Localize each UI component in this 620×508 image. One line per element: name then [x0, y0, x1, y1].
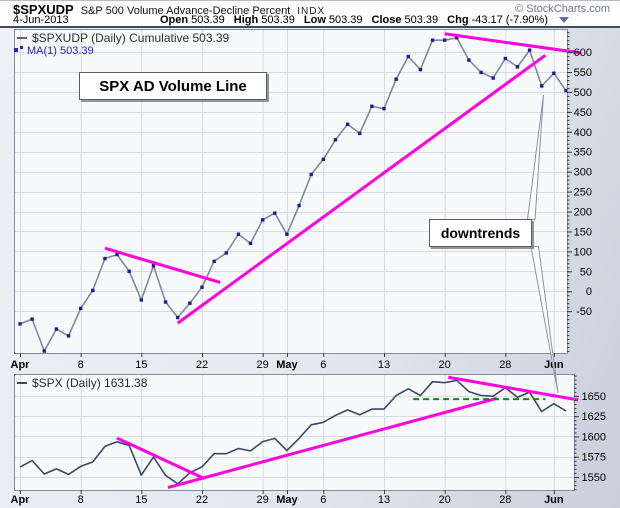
high-value: 503.39 [261, 14, 295, 26]
close-label: Close [371, 14, 402, 26]
open-label: Open [160, 14, 189, 26]
ohlc-quote: Open 503.39 High 503.39 Low 503.39 Close 503… [160, 14, 569, 26]
svg-text:400: 400 [574, 127, 592, 139]
svg-text:1550: 1550 [582, 472, 606, 484]
main-legend-text: $SPXUDP (Daily) Cumulative 503.39 [32, 31, 230, 45]
svg-text:6: 6 [320, 494, 326, 506]
close-value: 503.39 [404, 14, 439, 26]
close-quote: Close 503.39 [372, 14, 439, 26]
low-value: 503.39 [328, 14, 363, 26]
ticker-symbol: $SPXUDP [13, 2, 74, 17]
annotation-box-downtrends: downtrends [429, 219, 532, 247]
line-swatch-icon [17, 382, 27, 384]
open-value: 503.39 [191, 14, 225, 26]
bottom-axis: Apr 8 15 22 29 May 6 13 20 28 Jun [11, 490, 564, 506]
high-quote: High 503.39 [234, 14, 295, 26]
svg-text:1575: 1575 [582, 452, 606, 464]
trendlines [104, 32, 581, 325]
svg-text:Apr: Apr [11, 359, 31, 371]
svg-text:May: May [276, 359, 298, 371]
svg-text:250: 250 [574, 187, 592, 199]
trendlines [116, 375, 579, 490]
svg-text:20: 20 [439, 359, 451, 371]
svg-text:May: May [276, 494, 298, 506]
ma-swatch-icon [14, 48, 18, 52]
change-quote: Chg -43.17 (-7.90%) [447, 14, 548, 26]
open-quote: Open 503.39 [160, 14, 225, 26]
exchange-label: INDX [297, 6, 326, 17]
svg-text:-50: -50 [576, 306, 592, 318]
svg-text:1650: 1650 [582, 391, 606, 403]
price-line [19, 379, 567, 485]
change-value: -43.17 (-7.90%) [471, 14, 548, 26]
annotation-box-volume-line: SPX AD Volume Line [79, 72, 267, 100]
price-line [19, 36, 567, 352]
gridlines [14, 374, 574, 490]
chevron-down-icon[interactable] [559, 17, 569, 23]
ma-swatch-icon [20, 46, 23, 49]
svg-text:550: 550 [574, 67, 592, 79]
spx-price-plot: 1650 1625 1600 1575 1550 Apr 8 15 22 29 May 6 13 20 28… [11, 374, 606, 506]
copyright-note: © StockCharts.com [515, 3, 610, 15]
line-swatch-icon [17, 37, 27, 39]
svg-text:13: 13 [378, 494, 390, 506]
svg-text:450: 450 [574, 107, 592, 119]
index-title: S&P 500 Volume Advance-Decline Percent [80, 5, 291, 17]
svg-text:28: 28 [499, 359, 511, 371]
low-label: Low [303, 14, 326, 26]
title-row: $SPXUDP S&P 500 Volume Advance-Decline P… [13, 2, 325, 17]
high-label: High [233, 14, 259, 26]
svg-text:50: 50 [580, 266, 592, 278]
svg-text:15: 15 [135, 359, 147, 371]
ma-markers [18, 36, 568, 353]
svg-text:8: 8 [78, 359, 84, 371]
svg-text:150: 150 [574, 226, 592, 238]
plot-background [14, 374, 574, 490]
svg-text:15: 15 [135, 494, 147, 506]
svg-text:1625: 1625 [582, 411, 606, 423]
svg-text:29: 29 [257, 359, 269, 371]
callout-arrow [530, 246, 559, 394]
svg-text:100: 100 [574, 246, 592, 258]
quote-row: 4-Jun-2013 Open 503.39 High 503.39 Low 503.… [13, 14, 569, 26]
svg-text:600: 600 [574, 47, 592, 59]
svg-text:28: 28 [499, 494, 511, 506]
svg-text:0: 0 [586, 286, 592, 298]
svg-text:500: 500 [574, 87, 592, 99]
svg-text:22: 22 [196, 359, 208, 371]
svg-text:Jun: Jun [544, 494, 564, 506]
chart-header: $SPXUDP S&P 500 Volume Advance-Decline P… [0, 1, 620, 28]
low-quote: Low 503.39 [304, 14, 363, 26]
svg-text:Apr: Apr [11, 494, 31, 506]
svg-text:13: 13 [378, 359, 390, 371]
svg-text:350: 350 [574, 147, 592, 159]
svg-text:8: 8 [78, 494, 84, 506]
svg-text:22: 22 [196, 494, 208, 506]
ma-legend-text: MA(1) 503.39 [27, 45, 94, 57]
main-chart-legend: $SPXUDP (Daily) Cumulative 503.39 [17, 31, 229, 45]
svg-text:200: 200 [574, 207, 592, 219]
lower-legend-text: $SPX (Daily) 1631.38 [32, 376, 148, 390]
svg-text:29: 29 [257, 494, 269, 506]
svg-text:20: 20 [439, 494, 451, 506]
date-label: 4-Jun-2013 [13, 14, 69, 26]
svg-text:6: 6 [320, 359, 326, 371]
svg-text:1600: 1600 [582, 431, 606, 443]
ma-legend: MA(1) 503.39 [14, 45, 94, 57]
svg-text:300: 300 [574, 167, 592, 179]
plot-border [14, 29, 568, 354]
right-axis: 1650 1625 1600 1575 1550 [574, 375, 606, 491]
change-label: Chg [447, 14, 469, 26]
lower-chart-legend: $SPX (Daily) 1631.38 [17, 376, 147, 390]
